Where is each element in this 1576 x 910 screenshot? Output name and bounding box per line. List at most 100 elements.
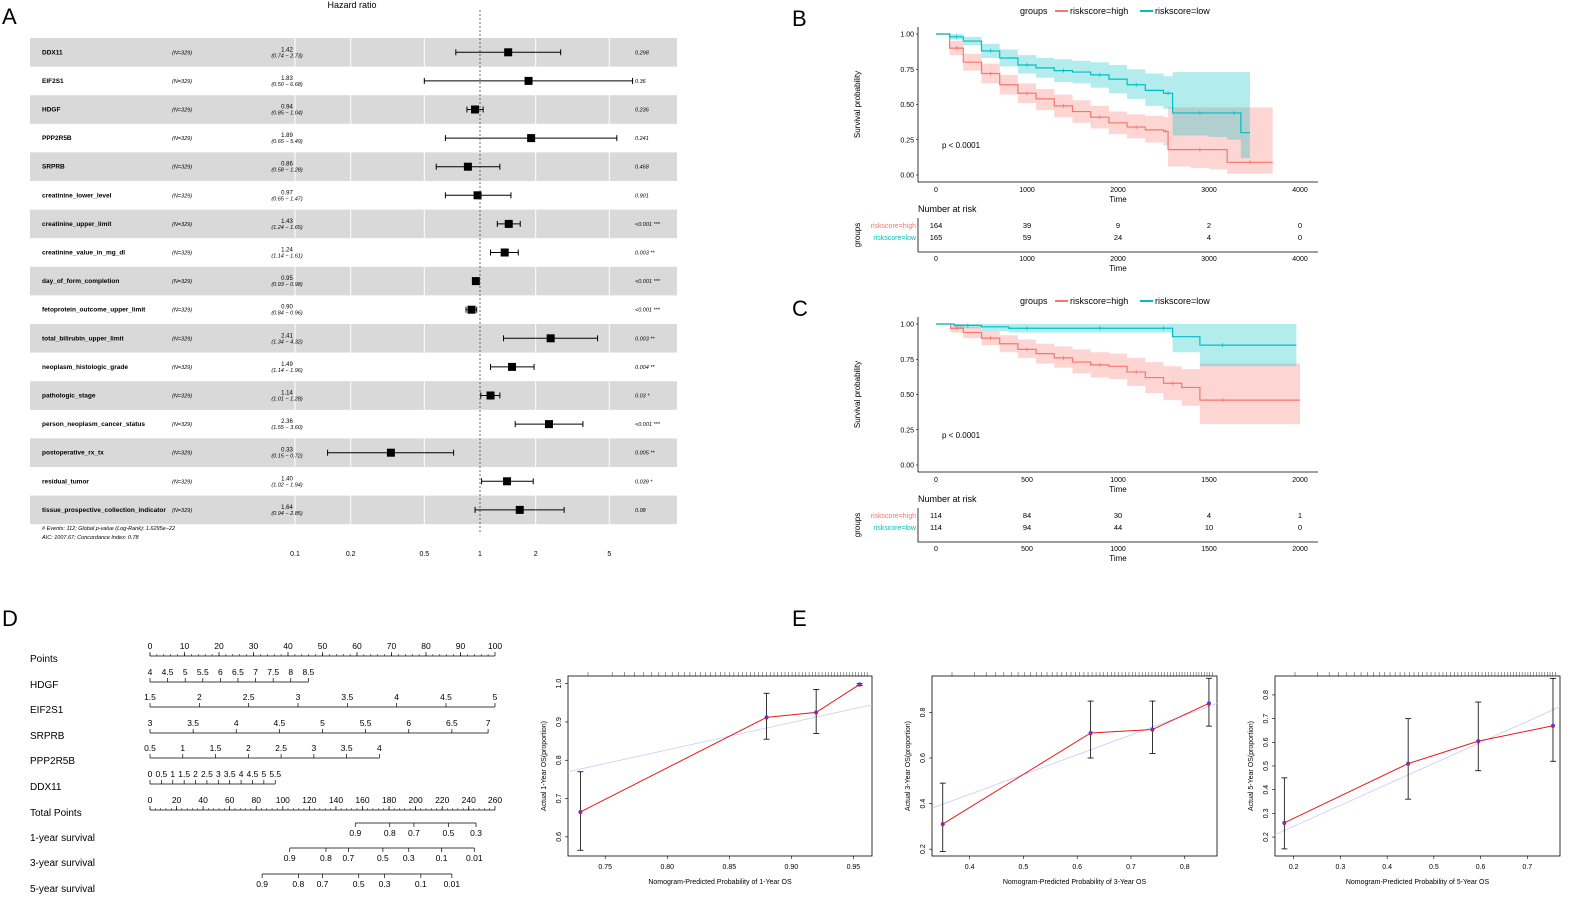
nomogram-tick-label: 3.5: [341, 743, 353, 753]
forest-row-ci: (0.74 − 2.73): [271, 53, 303, 59]
nomogram-tick-label: 0.1: [415, 879, 427, 889]
nomogram-tick-label: 0: [148, 769, 153, 779]
forest-axis-tick: 5: [607, 551, 611, 558]
risk-count-low: 4: [1207, 233, 1211, 242]
calibration-y-tick: 0.9: [556, 717, 563, 727]
nomogram-tick-label: 140: [329, 795, 343, 805]
calibration-point-marker: [765, 717, 768, 720]
calibration-point-marker: [1476, 740, 1480, 744]
calibration-x-tick: 0.6: [1072, 864, 1082, 871]
forest-row-n: (N=329): [172, 508, 192, 514]
nomogram-tick-label: 5.5: [197, 667, 209, 677]
risk-count-low: 24: [1114, 233, 1122, 242]
nomogram-row-label: SRPRB: [30, 731, 65, 742]
calibration-x-tick: 0.7: [1126, 864, 1136, 871]
nomogram-row-label: 3-year survival: [30, 858, 95, 869]
calibration-x-tick: 0.4: [1382, 864, 1392, 871]
nomogram-tick-label: 100: [488, 641, 502, 651]
forest-row-label: creatinine_upper_limit: [42, 221, 112, 228]
nomogram-tick-label: 6: [218, 667, 223, 677]
calibration-xlabel: Nomogram-Predicted Probability of 3-Year…: [1003, 879, 1147, 886]
forest-row-n: (N=329): [172, 136, 192, 142]
forest-row-band: [30, 209, 677, 239]
nomogram-tick-label: 0.5: [144, 743, 156, 753]
nomogram-row-label: DDX11: [30, 782, 62, 793]
forest-row-label: creatinine_value_in_mg_dl: [42, 250, 125, 257]
nomogram-tick-label: 0.8: [292, 879, 304, 889]
forest-point: [473, 191, 482, 200]
nomogram-tick-label: 5.5: [360, 718, 372, 728]
nomogram-tick-label: 4: [394, 692, 399, 702]
forest-row-band: [30, 495, 677, 525]
nomogram-tick-label: 0.7: [342, 853, 354, 863]
nomogram-tick-label: 2.5: [275, 743, 287, 753]
forest-row-n: (N=329): [172, 165, 192, 171]
forest-row-hr: 1.64: [281, 505, 293, 511]
nomogram-tick-label: 0.9: [256, 879, 268, 889]
forest-row-hr: 1.24: [281, 248, 293, 254]
nomogram-tick-label: 7: [486, 718, 491, 728]
risk-count-high: 0: [1298, 221, 1302, 230]
calibration-point-marker: [814, 712, 818, 715]
calibration-y-tick: 0.3: [1263, 808, 1270, 818]
forest-row-label: EIF2S1: [42, 78, 64, 85]
risk-x-tick: 1000: [1019, 256, 1035, 263]
calibration-x-tick: 0.6: [1476, 864, 1486, 871]
forest-row-ci: (0.65 − 1.47): [271, 196, 303, 202]
panel-letter-c: C: [792, 296, 808, 321]
km-y-tick: 0.50: [900, 392, 914, 399]
forest-row-n: (N=329): [172, 251, 192, 257]
forest-row-n: (N=329): [172, 50, 192, 56]
nomogram-row-label: PPP2R5B: [30, 756, 75, 767]
forest-axis-tick: 0.2: [346, 551, 356, 558]
nomogram-tick-label: 5.5: [269, 769, 281, 779]
calibration-ylabel: Actual 3-Year OS(proportion): [905, 721, 912, 811]
panel-letter-a: A: [2, 4, 17, 29]
nomogram-tick-label: 3.5: [341, 692, 353, 702]
km-y-tick: 0.25: [900, 137, 914, 144]
km-x-tick: 3000: [1201, 187, 1217, 194]
km-x-tick: 2000: [1292, 477, 1308, 484]
nomogram-tick-label: 1.5: [178, 769, 190, 779]
forest-row-n: (N=329): [172, 79, 192, 85]
risk-count-high: 1: [1298, 511, 1302, 520]
panel-letter-d: D: [2, 606, 18, 631]
forest-point: [500, 248, 509, 257]
km-x-tick: 1500: [1201, 477, 1217, 484]
risk-xlabel: Time: [1109, 554, 1127, 563]
nomogram-tick-label: 4: [234, 718, 239, 728]
risk-xlabel: Time: [1109, 264, 1127, 273]
forest-row-label: neoplasm_histologic_grade: [42, 364, 128, 371]
forest-row-n: (N=329): [172, 108, 192, 114]
forest-row-p: 0.468: [635, 165, 650, 171]
km-x-tick: 2000: [1110, 187, 1126, 194]
panel-letter-b: B: [792, 6, 807, 31]
calibration-x-tick: 0.90: [785, 864, 799, 871]
nomogram-row-label: Total Points: [30, 808, 82, 819]
forest-row-p: <0.001 ***: [635, 279, 661, 285]
risk-count-low: 0: [1298, 523, 1302, 532]
nomogram-tick-label: 40: [283, 641, 293, 651]
nomogram-tick-label: 1: [170, 769, 175, 779]
calibration-y-tick: 1.0: [556, 679, 563, 689]
legend-title: groups: [1020, 296, 1048, 306]
forest-point: [527, 134, 536, 143]
forest-row-p: 0.039 *: [635, 479, 653, 485]
calibration-point-marker: [941, 823, 945, 827]
forest-point: [467, 305, 476, 314]
nomogram-row-label: HDGF: [30, 680, 58, 691]
nomogram-tick-label: 160: [355, 795, 369, 805]
nomogram-tick-label: 2: [246, 743, 251, 753]
nomogram-tick-label: 4.5: [247, 769, 259, 779]
forest-row-band: [30, 95, 677, 124]
calibration-x-tick: 0.5: [1019, 864, 1029, 871]
calibration-point-marker: [1551, 725, 1555, 729]
legend-title: groups: [1020, 6, 1048, 16]
forest-row-n: (N=329): [172, 422, 192, 428]
calibration-y-tick: 0.2: [1263, 832, 1270, 842]
calibration-y-tick: 0.2: [920, 844, 927, 854]
nomogram-tick-label: 50: [318, 641, 328, 651]
forest-row-ci: (1.01 − 1.28): [271, 397, 303, 403]
forest-row-p: <0.001 ***: [635, 422, 661, 428]
nomogram-tick-label: 220: [435, 795, 449, 805]
